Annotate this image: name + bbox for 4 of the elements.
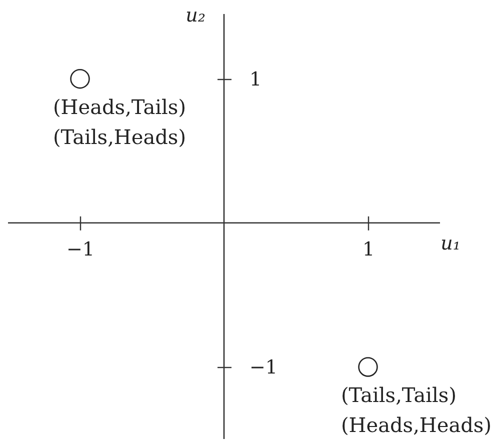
annotation: (Heads,Tails) (Tails,Heads) [53, 94, 186, 149]
x-axis-title: u₁ [440, 232, 460, 254]
annotation: (Tails,Tails) (Heads,Heads) [341, 382, 492, 437]
y-axis-title: u₂ [186, 4, 206, 26]
